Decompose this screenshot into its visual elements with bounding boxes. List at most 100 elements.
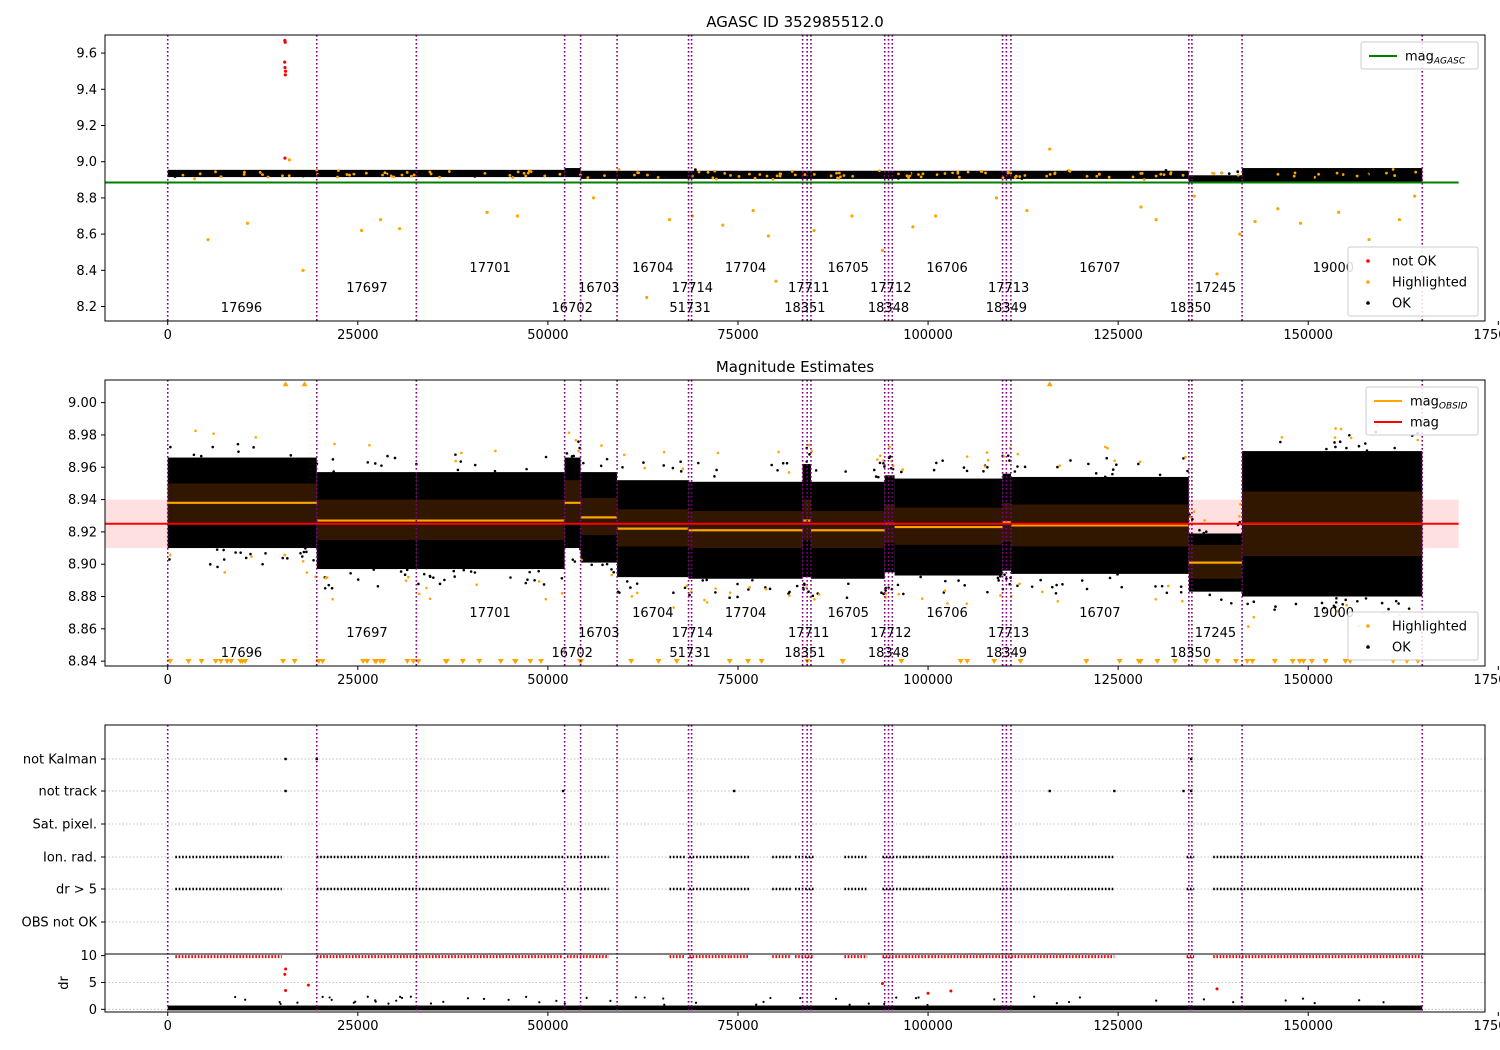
magnitude-obsid-label-3: 16702 [552, 646, 593, 661]
magnitude-ok-point [986, 466, 989, 469]
agasc-obsid-label-9: 18351 [784, 301, 825, 316]
magnitude-ytick-label-1: 8.86 [68, 622, 97, 637]
agasc-point [447, 170, 451, 173]
agasc-point [276, 173, 279, 177]
agasc-obsid-label-10: 17711 [788, 281, 829, 296]
agasc-point [586, 176, 590, 180]
magnitude-obsid-label-13: 17712 [870, 626, 911, 641]
magnitude-obsid-label-20: 19000 [1313, 606, 1354, 621]
agasc-point [364, 171, 368, 175]
dr-ytick-label-2: 10 [80, 949, 97, 964]
agasc-highlighted-point-7 [485, 210, 489, 214]
agasc-point [310, 174, 314, 178]
magnitude-ok-point [1294, 602, 1298, 606]
flag-ylabel-2: Ion. rad. [43, 851, 97, 866]
agasc-bottom-legend-swatch-1 [1366, 280, 1370, 284]
agasc-point [748, 172, 751, 176]
magnitude-ok-point [1364, 597, 1368, 600]
flags-panel: OBS not OK dr > 5 Ion. rad. Sat. pixel. not … [22, 724, 1500, 1034]
dr-ytick-label-1: 5 [89, 976, 97, 991]
magnitude-ok-point [417, 582, 420, 586]
magnitude-offscale-marker [628, 658, 635, 664]
magnitude-offscale-marker [1300, 658, 1307, 664]
magnitude-ok-point [312, 558, 315, 562]
magnitude-ok-point [672, 591, 675, 594]
magnitude-offscale-marker [1116, 658, 1123, 664]
agasc-point [626, 175, 629, 178]
magnitude-ok-point [845, 596, 849, 599]
magnitude-ok-point [524, 581, 528, 585]
magnitude-highlighted-point [1181, 599, 1184, 603]
flag-ylabel-1: dr > 5 [56, 883, 97, 898]
magnitude-highlighted-point [1106, 446, 1109, 450]
magnitude-highlighted-point [454, 459, 457, 463]
agasc-point [729, 173, 732, 177]
agasc-point [336, 175, 339, 179]
dr-ok-point [1033, 995, 1036, 998]
magnitude-ok-point [1246, 602, 1249, 606]
magnitude-ok-point [705, 578, 708, 582]
magnitude-ok-point [237, 450, 240, 453]
agasc-obsid-label-1: 17697 [346, 281, 387, 296]
magnitude-ok-point [373, 462, 377, 465]
agasc-ok-band-4 [1242, 168, 1423, 183]
magnitude-ok-point [1111, 468, 1115, 471]
magnitude-ok-point [582, 461, 585, 465]
magnitude-ok-point [1087, 462, 1090, 466]
magnitude-ok-point [736, 582, 739, 586]
magnitude-ok-point [874, 475, 878, 478]
flag-ylabel-0: OBS not OK [22, 916, 98, 931]
magnitude-highlighted-point [1336, 609, 1340, 613]
magnitude-highlighted-point [250, 555, 253, 558]
magnitude-ok-point [900, 470, 903, 474]
magnitude-ok-point [1345, 446, 1348, 450]
agasc-point [1227, 172, 1231, 176]
magnitude-ok-point [679, 460, 682, 464]
agasc-bottom-legend-box [1347, 246, 1479, 317]
magnitude-ytick-label-7: 8.98 [68, 428, 97, 443]
agasc-point [392, 171, 396, 175]
dr-ok-point [662, 997, 665, 1000]
magnitude-ok-point [443, 578, 446, 582]
magnitude-ok-point [380, 464, 383, 467]
dr-ok-point [993, 998, 996, 1001]
agasc-point [1023, 174, 1027, 177]
flags-xtick-label-6: 150000 [1283, 1019, 1333, 1034]
dr-notok-point-1 [284, 967, 288, 971]
magnitude-bottom-legend-box [1347, 611, 1479, 661]
agasc-ytick-label-0: 8.2 [76, 300, 97, 315]
magnitude-ok-point [629, 586, 632, 589]
magnitude-ok-point [963, 584, 966, 587]
dr-ok-point [799, 996, 802, 1000]
agasc-point [1299, 175, 1303, 179]
magnitude-highlighted-point [406, 575, 410, 579]
magnitude-xtick-label-4: 100000 [903, 673, 953, 688]
magnitude-ok-point [1202, 531, 1206, 535]
agasc-point [348, 173, 351, 177]
agasc-obsid-label-0: 17696 [221, 301, 262, 316]
magnitude-offscale-marker [673, 658, 680, 664]
magnitude-ok-point [403, 573, 407, 577]
magnitude-ok-point [216, 565, 219, 569]
agasc-highlighted-point-28 [1215, 272, 1219, 276]
magnitude-offscale-marker [1083, 658, 1090, 664]
magnitude-highlighted-point [728, 591, 732, 594]
magnitude-ok-point [679, 470, 683, 473]
magnitude-ok-point [1080, 579, 1084, 582]
dr-ok-point [914, 997, 918, 1000]
magnitude-ytick-label-8: 9.00 [68, 396, 97, 411]
agasc-highlighted-point-13 [721, 223, 725, 227]
dr-ok-point [1232, 1001, 1235, 1004]
magnitude-obsid-label-4: 16703 [578, 626, 619, 641]
agasc-point [1140, 171, 1144, 175]
magnitude-ok-point [847, 582, 850, 586]
agasc-obsid-label-6: 51731 [669, 301, 710, 316]
dr-ok-point [926, 1003, 929, 1007]
agasc-panel: 17696 17697 17701 16702 16703 16704 51731 17714… [76, 13, 1500, 343]
magnitude-ok-point [1165, 591, 1169, 595]
magnitude-ok-point [168, 558, 171, 561]
magnitude-offscale-marker [410, 658, 417, 664]
magnitude-ok-point [982, 470, 985, 473]
dr-ok-point [555, 999, 558, 1002]
agasc-highlighted-point-26 [1154, 218, 1158, 222]
